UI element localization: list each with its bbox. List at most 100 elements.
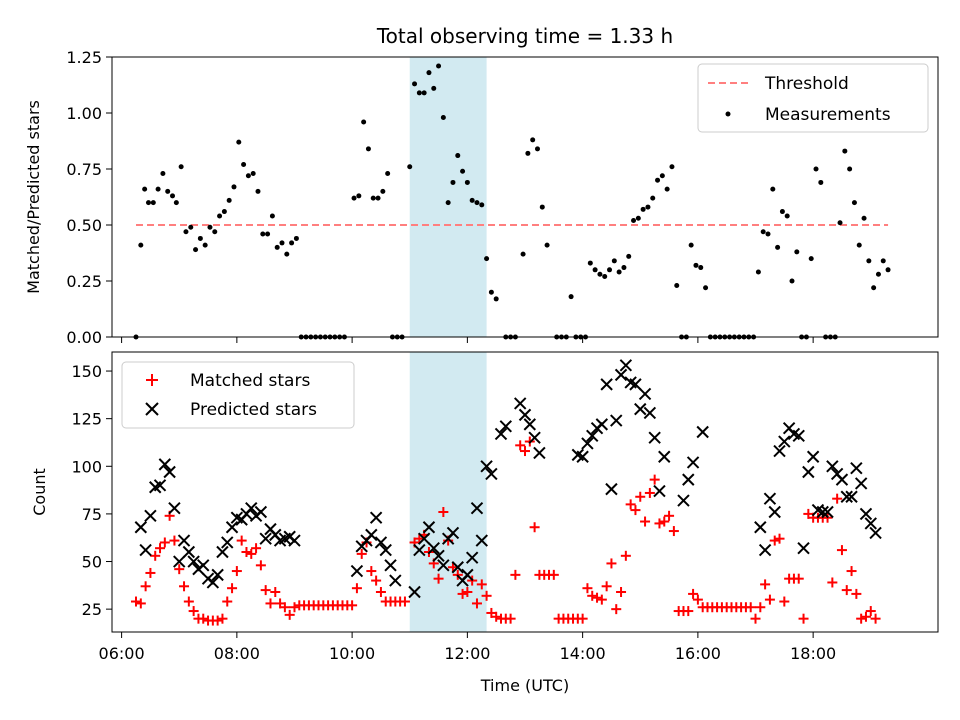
measurement-point — [655, 177, 661, 183]
measurement-point — [664, 186, 670, 192]
measurement-point — [142, 186, 148, 192]
measurements-legend-marker — [725, 111, 731, 117]
measurement-point — [568, 294, 574, 300]
y-tick-label: 0.75 — [66, 160, 102, 179]
measurement-point — [426, 70, 432, 76]
measurement-point — [380, 188, 386, 194]
matched-star-point — [827, 577, 838, 588]
measurement-point — [212, 229, 218, 235]
matched-star-point — [856, 613, 867, 624]
predicted-star-point — [682, 473, 695, 486]
predicted-star-point — [465, 551, 479, 564]
matched-star-point — [140, 581, 151, 592]
matched-star-point — [265, 598, 276, 609]
measurement-point — [530, 137, 536, 143]
predicted-star-point — [144, 509, 157, 523]
matched-star-point — [198, 613, 209, 624]
matched-star-point — [630, 505, 641, 516]
matched-legend-marker — [146, 374, 158, 386]
measurement-point — [421, 90, 427, 96]
predicted-star-point — [134, 521, 148, 534]
matched-star-point — [260, 585, 271, 596]
matched-star-point — [471, 598, 482, 609]
matched-star-point — [289, 602, 300, 613]
measurement-point — [484, 256, 490, 262]
measurement-point — [138, 242, 144, 248]
matched-star-point — [769, 535, 780, 546]
predicted-star-point — [634, 402, 647, 416]
y-tick-label: 100 — [71, 457, 102, 476]
matched-star-point — [159, 537, 170, 548]
matched-star-point — [832, 493, 843, 504]
measurement-point — [250, 170, 256, 176]
measurement-point — [197, 235, 203, 241]
y-tick-label: 25 — [82, 600, 102, 619]
measurement-point — [688, 242, 694, 248]
predicted-star-point — [408, 585, 421, 599]
predicted-star-point — [653, 484, 666, 498]
matched-star-point — [135, 598, 146, 609]
predicted-star-point — [485, 467, 498, 481]
matched-star-point — [664, 510, 675, 521]
matched-star-point — [616, 587, 627, 597]
predicted-star-point — [369, 511, 383, 524]
predicted-star-point — [259, 532, 272, 545]
measurement-point — [493, 296, 499, 302]
predicted-star-point — [802, 465, 815, 479]
predicted-star-point — [864, 517, 877, 530]
measurement-point — [356, 193, 362, 199]
measurement-point — [808, 256, 814, 262]
matched-star-point — [179, 581, 190, 592]
measurement-point — [779, 209, 785, 215]
measurement-point — [416, 90, 422, 96]
measurement-point — [412, 81, 418, 87]
measurement-point — [188, 224, 194, 230]
matched-star-point — [582, 583, 593, 594]
measurement-point — [755, 269, 761, 275]
threshold-legend-label: Threshold — [764, 74, 849, 94]
bottom-y-axis-label: Count — [30, 468, 49, 516]
predicted-star-point — [518, 408, 532, 422]
predicted-star-point — [211, 568, 224, 582]
matched-star-point — [241, 547, 252, 557]
predicted-star-point — [446, 526, 460, 540]
matched-star-point — [270, 587, 281, 597]
top-chart: 0.00 0.25 0.50 0.75 1.00 1.25 Total observing… — [24, 24, 939, 347]
predicted-star-point — [451, 561, 464, 574]
predicted-star-point — [139, 543, 152, 557]
predicted-star-point — [840, 490, 853, 503]
predicted-star-point — [427, 541, 440, 555]
predicted-star-point — [835, 473, 849, 486]
measurement-point — [669, 164, 675, 170]
matched-star-point — [279, 602, 290, 613]
measurement-point — [789, 278, 795, 284]
predicted-star-point — [658, 450, 671, 463]
matched-star-point — [611, 604, 622, 615]
predicted-star-point — [225, 521, 239, 534]
x-tick-label: 10:00 — [329, 644, 375, 663]
measurement-point — [351, 195, 357, 201]
top-y-ticks: 0.00 0.25 0.50 0.75 1.00 1.25 — [66, 48, 112, 347]
matched-star-point — [375, 587, 386, 597]
y-tick-label: 0.50 — [66, 216, 102, 235]
measurement-point — [284, 251, 290, 257]
y-tick-label: 125 — [71, 410, 102, 429]
matched-star-point — [548, 569, 559, 580]
matched-star-point — [515, 440, 526, 451]
predicted-star-point — [758, 543, 772, 557]
predicted-star-point — [821, 505, 834, 519]
bottom-legend: Matched stars Predicted stars — [121, 361, 355, 429]
measurement-point — [440, 114, 446, 120]
predicted-star-point — [854, 477, 868, 490]
measurement-point — [436, 63, 442, 69]
measurement-point — [226, 197, 232, 203]
measurement-point — [260, 231, 266, 237]
predicted-star-point — [206, 576, 220, 589]
predicted-star-point — [619, 359, 633, 372]
matched-star-point — [596, 594, 607, 605]
predicted-star-point — [187, 555, 200, 568]
predicted-star-point — [389, 574, 402, 587]
measurement-point — [616, 269, 622, 275]
predicted-star-point — [677, 494, 690, 507]
predicted-star-point — [826, 460, 839, 473]
